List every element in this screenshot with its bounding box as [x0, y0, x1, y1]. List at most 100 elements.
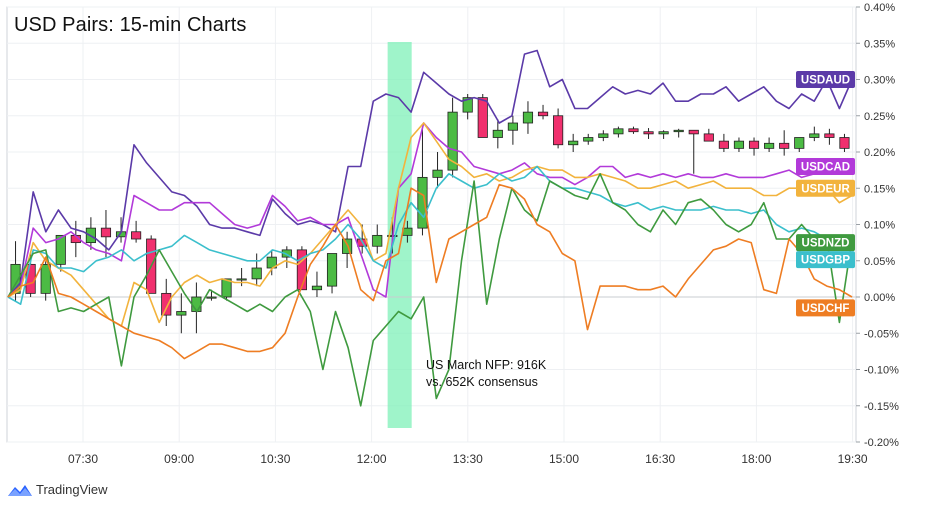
series-labels: USDAUD USDCAD USDEUR USDNZD USDGBP USDCHF [796, 71, 855, 317]
annotation-line-1: US March NFP: 916K [426, 358, 547, 372]
x-tick-label: 09:00 [164, 452, 194, 466]
y-tick-label: 0.10% [864, 220, 895, 232]
series-label-usdnzd: USDNZD [802, 238, 850, 250]
brand-name: TradingView [36, 482, 108, 497]
candle-body [628, 128, 639, 133]
series-line-usdaud [7, 49, 853, 298]
series-label-usdaud: USDAUD [801, 75, 850, 87]
candle-body [718, 140, 729, 149]
y-tick-label: -0.20% [864, 437, 899, 449]
y-tick-label: 0.30% [864, 75, 895, 87]
candle-body [839, 137, 850, 149]
x-tick-label: 15:00 [549, 452, 579, 466]
y-tick-label: 0.40% [864, 2, 895, 14]
candle-body [703, 133, 714, 142]
candle-body [462, 97, 473, 113]
annotation-line-2: vs. 652K consensus [426, 375, 538, 389]
series-label-box-usdeur [796, 179, 855, 197]
series-label-usdeur: USDEUR [801, 183, 850, 195]
x-tick-label: 12:00 [357, 452, 387, 466]
candle-body [372, 234, 383, 247]
y-tick-label: 0.25% [864, 111, 895, 123]
candle-body [342, 238, 353, 254]
candle-body [25, 263, 36, 294]
candle-body [507, 122, 518, 131]
candle-body [100, 227, 112, 238]
candle-body [492, 129, 503, 138]
y-tick-label: 0.15% [864, 183, 895, 195]
candle-body [748, 140, 760, 149]
y-tick-label: 0.20% [864, 147, 895, 159]
y-tick-label: 0.05% [864, 256, 895, 268]
x-tick-label: 10:30 [260, 452, 290, 466]
candle-body [553, 115, 564, 146]
y-tick-label: -0.10% [864, 365, 899, 377]
candle-body [40, 263, 51, 294]
series-label-box-usdcad [796, 158, 855, 175]
series-line-usdeur [7, 122, 853, 327]
series-label-usdcad: USDCAD [801, 162, 850, 174]
candle-body [658, 131, 669, 135]
candle-body [432, 169, 443, 178]
chart-title: USD Pairs: 15-min Charts [14, 14, 247, 36]
candle-body [281, 249, 292, 258]
tradingview-logo-icon [8, 484, 32, 496]
tradingview-brand[interactable]: TradingView [8, 482, 108, 497]
nfp-annotation: US March NFP: 916K vs. 652K consensus [426, 357, 546, 391]
candle-body [583, 137, 594, 142]
candle-body [477, 97, 488, 138]
candle-body [402, 227, 413, 236]
y-tick-label: -0.15% [864, 401, 899, 413]
candle-body [221, 278, 232, 298]
series-line-usdcad [7, 122, 853, 298]
candle-body [537, 111, 549, 117]
y-axis: 0.40% 0.35% 0.30% 0.25% 0.20% 0.15% 0.10% 0.05%… [856, 2, 899, 449]
candle-body [794, 137, 805, 149]
series-label-box-usdgbp [796, 251, 855, 269]
candle-body [688, 129, 699, 135]
series-label-box-usdaud [796, 71, 855, 88]
candle-body [176, 311, 187, 316]
series-label-box-usdchf [796, 299, 855, 317]
y-tick-label: 0.35% [864, 38, 895, 50]
candle-body [613, 128, 624, 135]
candle-body [824, 133, 835, 138]
candle-body [311, 285, 323, 291]
candle-body [643, 131, 654, 135]
candle-body [161, 292, 172, 316]
candle-body [206, 296, 217, 299]
candle-body [764, 142, 775, 149]
candle-body [779, 142, 790, 149]
candle-body [417, 176, 428, 229]
series-label-box-usdnzd [796, 234, 855, 252]
candle-body [733, 140, 745, 149]
x-axis: 07:30 09:00 10:30 12:00 13:30 15:00 16:30 18:00… [68, 452, 868, 466]
series-label-usdchf: USDCHF [802, 303, 850, 315]
candle-body [251, 267, 262, 280]
series-line-usdchf [7, 183, 853, 360]
x-tick-label: 16:30 [645, 452, 675, 466]
candle-body [236, 278, 247, 281]
y-tick-label: -0.05% [864, 328, 899, 340]
candle-body [447, 111, 458, 171]
candle-body [522, 111, 534, 124]
candle-body [55, 234, 66, 265]
candle-body [326, 253, 338, 287]
candle-body [598, 133, 609, 138]
series-label-usdgbp: USDGBP [801, 255, 851, 267]
x-tick-label: 18:00 [741, 452, 771, 466]
series-line-usdgbp [7, 165, 853, 306]
candle-body [296, 249, 307, 291]
y-tick-label: 0.00% [864, 292, 895, 304]
x-tick-label: 13:30 [453, 452, 483, 466]
series-line-usdnzd [7, 173, 853, 407]
candle-body [568, 140, 579, 146]
candle-body [131, 231, 142, 240]
x-tick-label: 07:30 [68, 452, 98, 466]
candle-body [809, 133, 820, 138]
x-tick-label: 19:30 [838, 452, 868, 466]
candle-body [673, 129, 684, 133]
series-lines [7, 49, 853, 407]
